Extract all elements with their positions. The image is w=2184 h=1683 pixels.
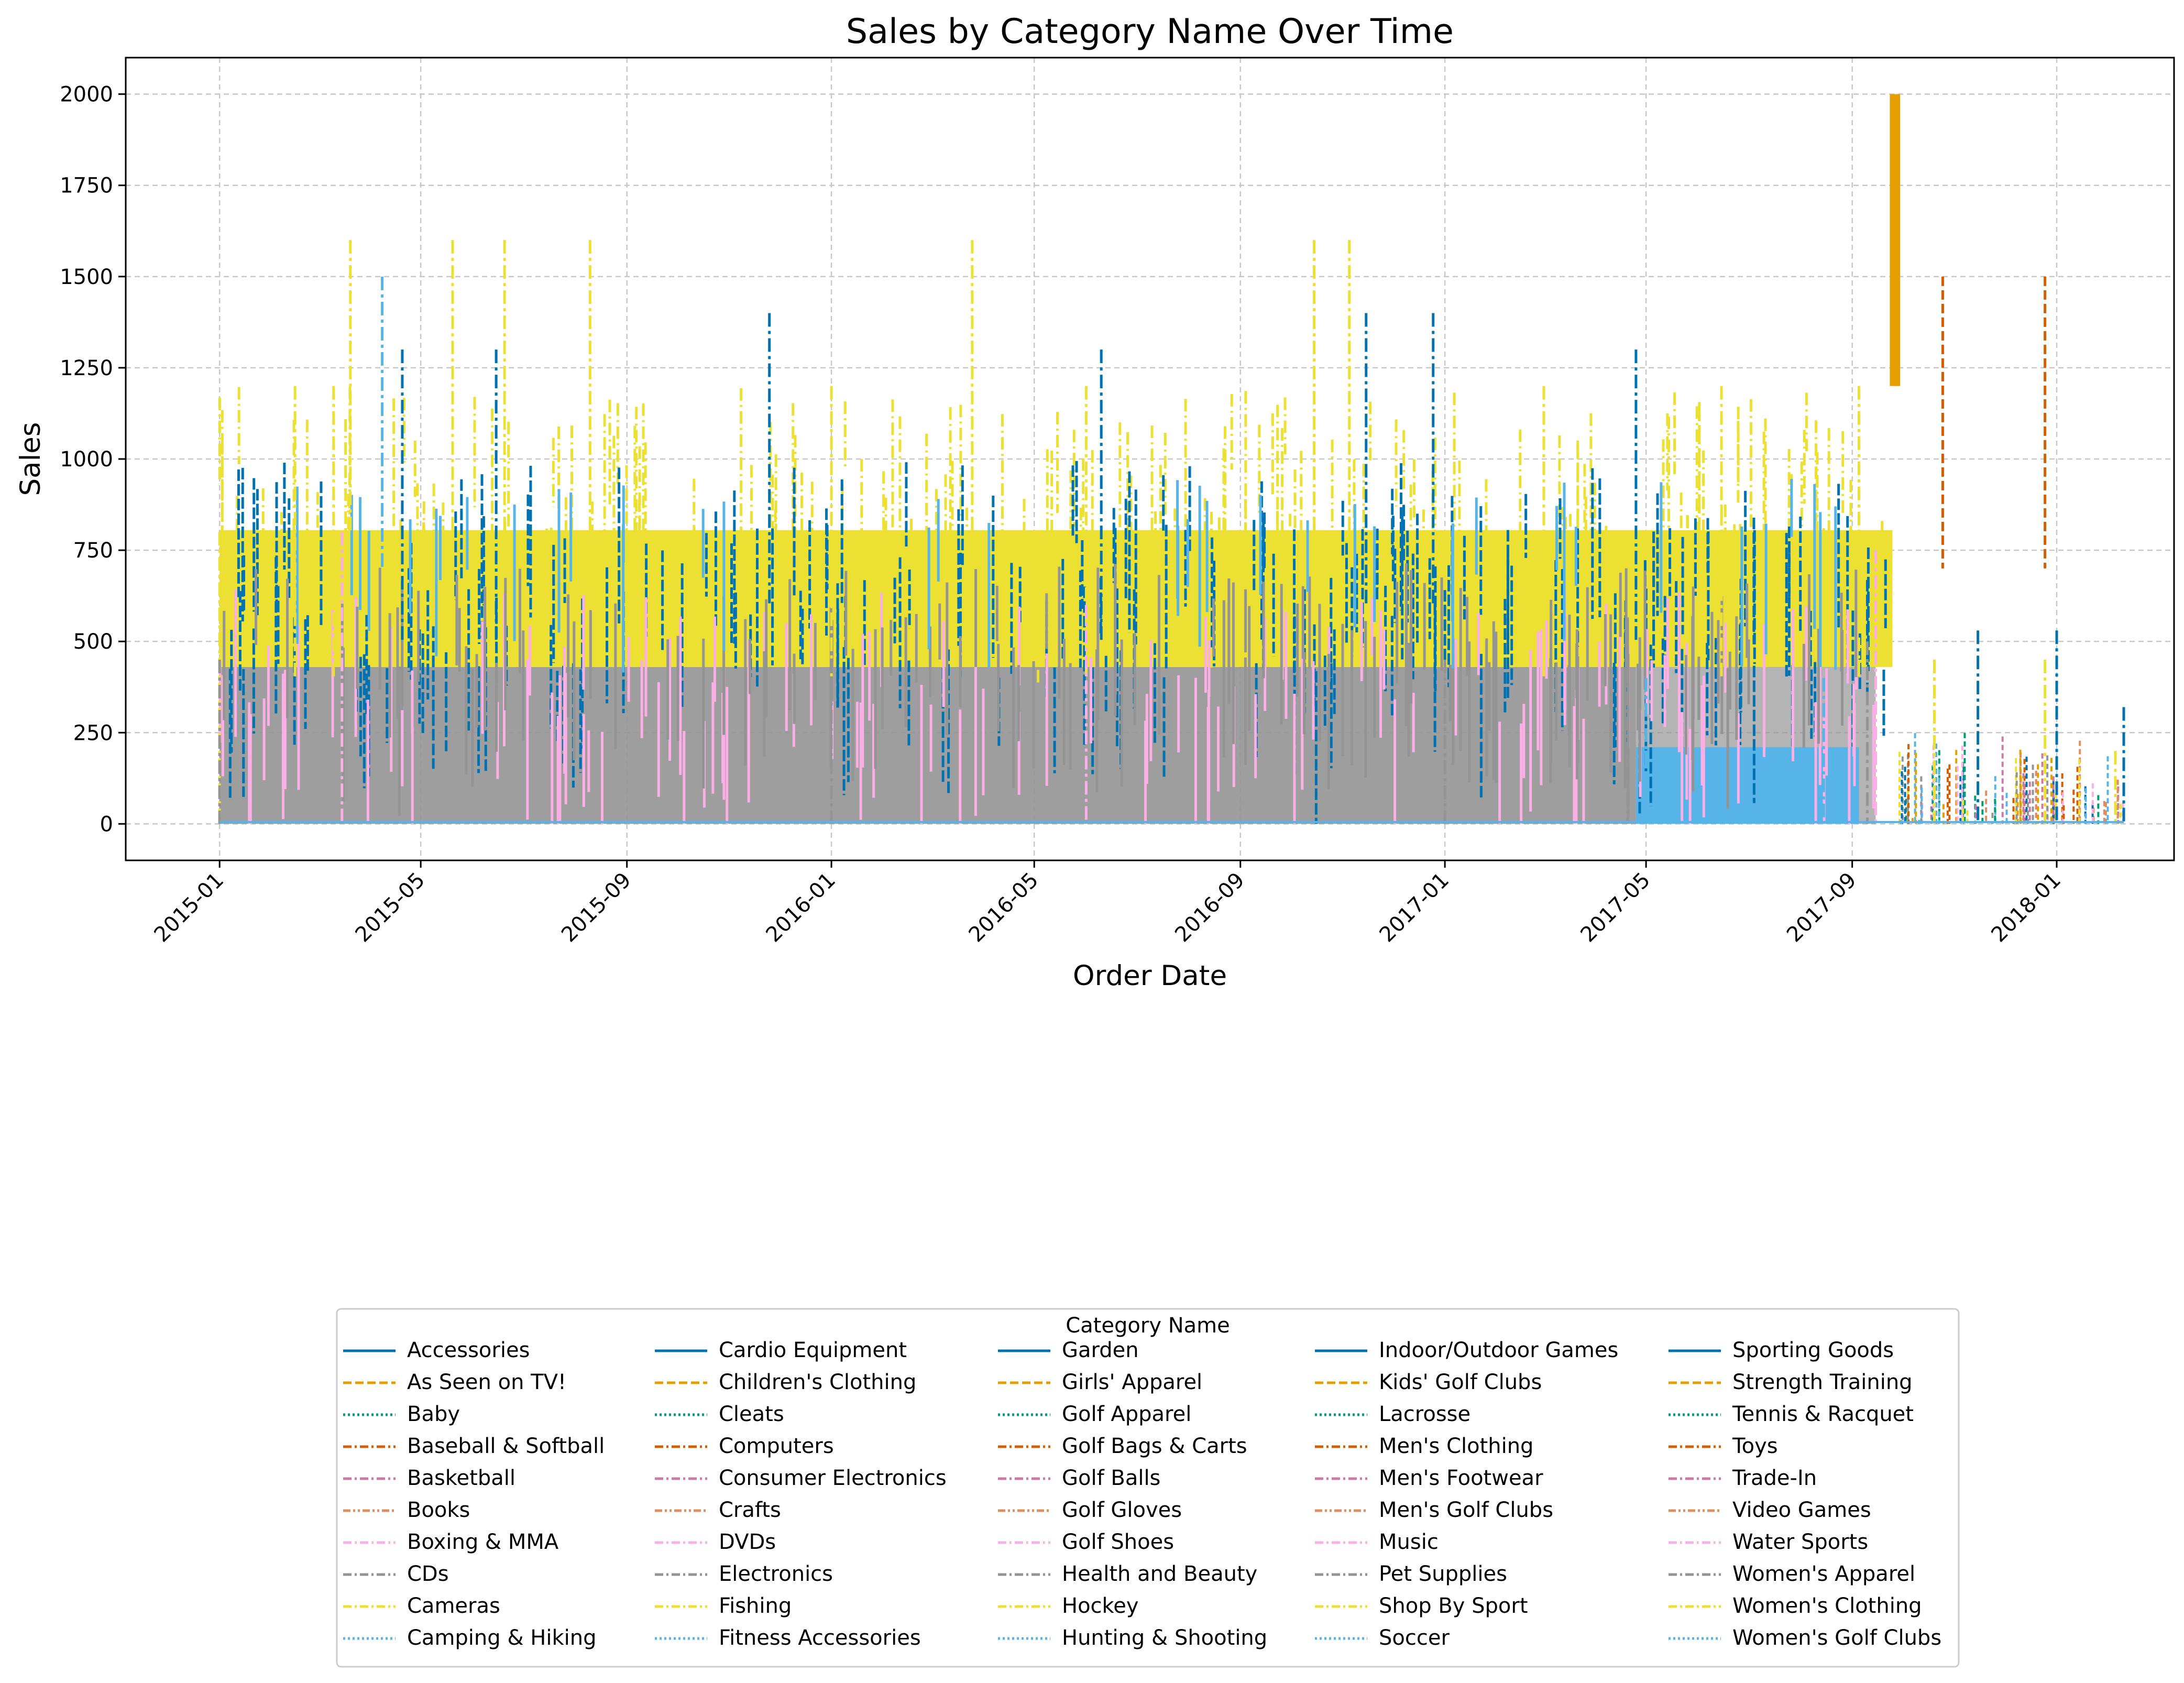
legend-entry-label: Consumer Electronics (719, 1466, 947, 1490)
legend-entry-label: Toys (1732, 1434, 1778, 1458)
legend-entry-label: DVDs (719, 1530, 776, 1554)
y-tick-label: 1250 (60, 356, 113, 380)
legend-entry-label: Indoor/Outdoor Games (1379, 1338, 1618, 1362)
legend-entry-label: Men's Golf Clubs (1379, 1498, 1553, 1522)
y-tick-label: 750 (73, 539, 113, 563)
legend-entry-label: Hockey (1062, 1594, 1139, 1618)
y-tick-label: 1500 (60, 265, 113, 289)
legend-entry-label: CDs (407, 1562, 449, 1586)
legend-entry-label: Fitness Accessories (719, 1626, 921, 1650)
legend-entry-label: Women's Apparel (1732, 1562, 1915, 1586)
series-area-electronics (220, 666, 1636, 824)
legend-frame (336, 1308, 1960, 1668)
legend-entry-label: Kids' Golf Clubs (1379, 1370, 1542, 1394)
legend-entry-label: Golf Shoes (1062, 1530, 1174, 1554)
y-axis-label: Sales (15, 422, 47, 496)
legend-entry-label: Baby (407, 1402, 460, 1426)
legend-entry-label: Video Games (1732, 1498, 1871, 1522)
legend-entry-label: Water Sports (1732, 1530, 1868, 1554)
x-axis-label: Order Date (1073, 960, 1227, 992)
y-tick-label: 1750 (60, 174, 113, 198)
series-area-fitness-accessories (1636, 747, 1859, 824)
plot-data (218, 94, 2125, 824)
legend-entry-label: Camping & Hiking (407, 1626, 596, 1650)
legend-entry-label: Soccer (1379, 1626, 1450, 1650)
legend-entry-label: Women's Golf Clubs (1732, 1626, 1941, 1650)
legend: Category Name Accessories As Seen on TV! B… (336, 1308, 1960, 1668)
legend-entry-label: Men's Clothing (1379, 1434, 1533, 1458)
legend-entry-label: Fishing (719, 1594, 792, 1618)
legend-title: Category Name (1066, 1314, 1230, 1338)
legend-entry-label: Women's Clothing (1732, 1594, 1922, 1618)
legend-entry-label: Baseball & Softball (407, 1434, 605, 1458)
legend-entry-label: Garden (1062, 1338, 1139, 1362)
legend-entry-label: Sporting Goods (1732, 1338, 1894, 1362)
y-tick-label: 500 (73, 630, 113, 654)
legend-entry-label: Golf Bags & Carts (1062, 1434, 1247, 1458)
chart-title: Sales by Category Name Over Time (846, 12, 1454, 51)
legend-entry-label: Trade-In (1732, 1466, 1817, 1490)
legend-entry-label: Cardio Equipment (719, 1338, 907, 1362)
legend-entry-label: Golf Apparel (1062, 1402, 1191, 1426)
legend-entry-label: Books (407, 1498, 470, 1522)
legend-entry-label: Boxing & MMA (407, 1530, 559, 1554)
legend-entry-label: Pet Supplies (1379, 1562, 1507, 1586)
y-tick-label: 0 (100, 812, 113, 836)
legend-entry-label: Basketball (407, 1466, 515, 1490)
legend-entry-label: Health and Beauty (1062, 1562, 1257, 1586)
y-tick-label: 1000 (60, 447, 113, 472)
legend-entry-label: Accessories (407, 1338, 530, 1362)
legend-entry-label: Girls' Apparel (1062, 1370, 1202, 1394)
legend-entry-label: Crafts (719, 1498, 781, 1522)
legend-entry-label: Hunting & Shooting (1062, 1626, 1267, 1650)
legend-entry-label: Music (1379, 1530, 1439, 1554)
legend-entry-label: Computers (719, 1434, 834, 1458)
legend-entry-label: Lacrosse (1379, 1402, 1470, 1426)
legend-entry-label: As Seen on TV! (407, 1370, 566, 1394)
series-area-cameras (220, 530, 1893, 667)
legend-entry-label: Strength Training (1732, 1370, 1913, 1394)
legend-entry-label: Electronics (719, 1562, 833, 1586)
legend-entry-label: Men's Footwear (1379, 1466, 1543, 1490)
legend-entry-label: Cameras (407, 1594, 500, 1618)
y-tick-label: 250 (73, 721, 113, 745)
legend-entries: Accessories As Seen on TV! Baby Baseball & … (343, 1338, 1941, 1650)
legend-entry-label: Golf Gloves (1062, 1498, 1182, 1522)
legend-entry-label: Golf Balls (1062, 1466, 1160, 1490)
legend-entry-label: Children's Clothing (719, 1370, 916, 1394)
legend-entry-label: Shop By Sport (1379, 1594, 1528, 1618)
legend-entry-label: Cleats (719, 1402, 784, 1426)
legend-entry-label: Tennis & Racquet (1732, 1402, 1914, 1426)
y-tick-label: 2000 (60, 83, 113, 107)
